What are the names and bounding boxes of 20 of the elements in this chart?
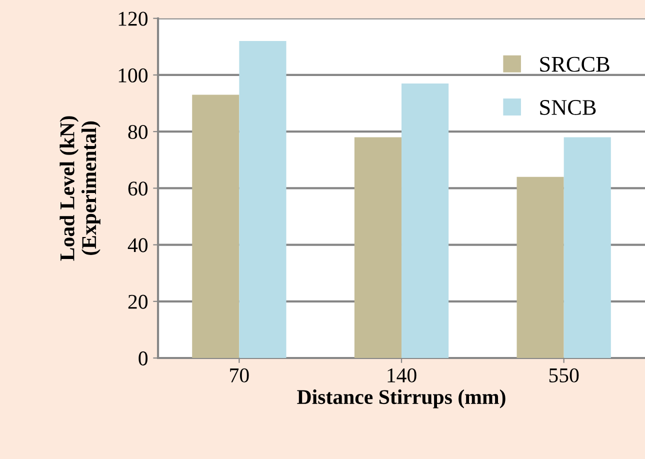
bar: [564, 137, 611, 358]
y-tick-label: 80: [128, 124, 148, 140]
bar: [192, 94, 240, 358]
x-tick-label: 140: [388, 368, 416, 382]
y-tick-label: 0: [138, 351, 148, 366]
legend-label: SNCB: [540, 100, 596, 115]
bar: [516, 176, 564, 358]
y-axis-title: Load Level (kN) (Experimental): [60, 116, 100, 261]
y-tick-label: 20: [128, 294, 148, 309]
y-tick-label: 40: [128, 238, 148, 252]
bar: [239, 41, 286, 358]
y-tick-label: 60: [128, 182, 148, 196]
legend-label: SRCCB: [540, 56, 610, 72]
y-tick-label: 120: [118, 12, 148, 26]
x-axis-title: Distance Stirrups (mm): [297, 389, 506, 408]
y-tick-label: 100: [118, 68, 148, 82]
bar: [354, 137, 402, 358]
x-tick-label: 70: [230, 368, 249, 382]
bar: [402, 83, 449, 358]
x-tick-label: 550: [549, 368, 579, 382]
